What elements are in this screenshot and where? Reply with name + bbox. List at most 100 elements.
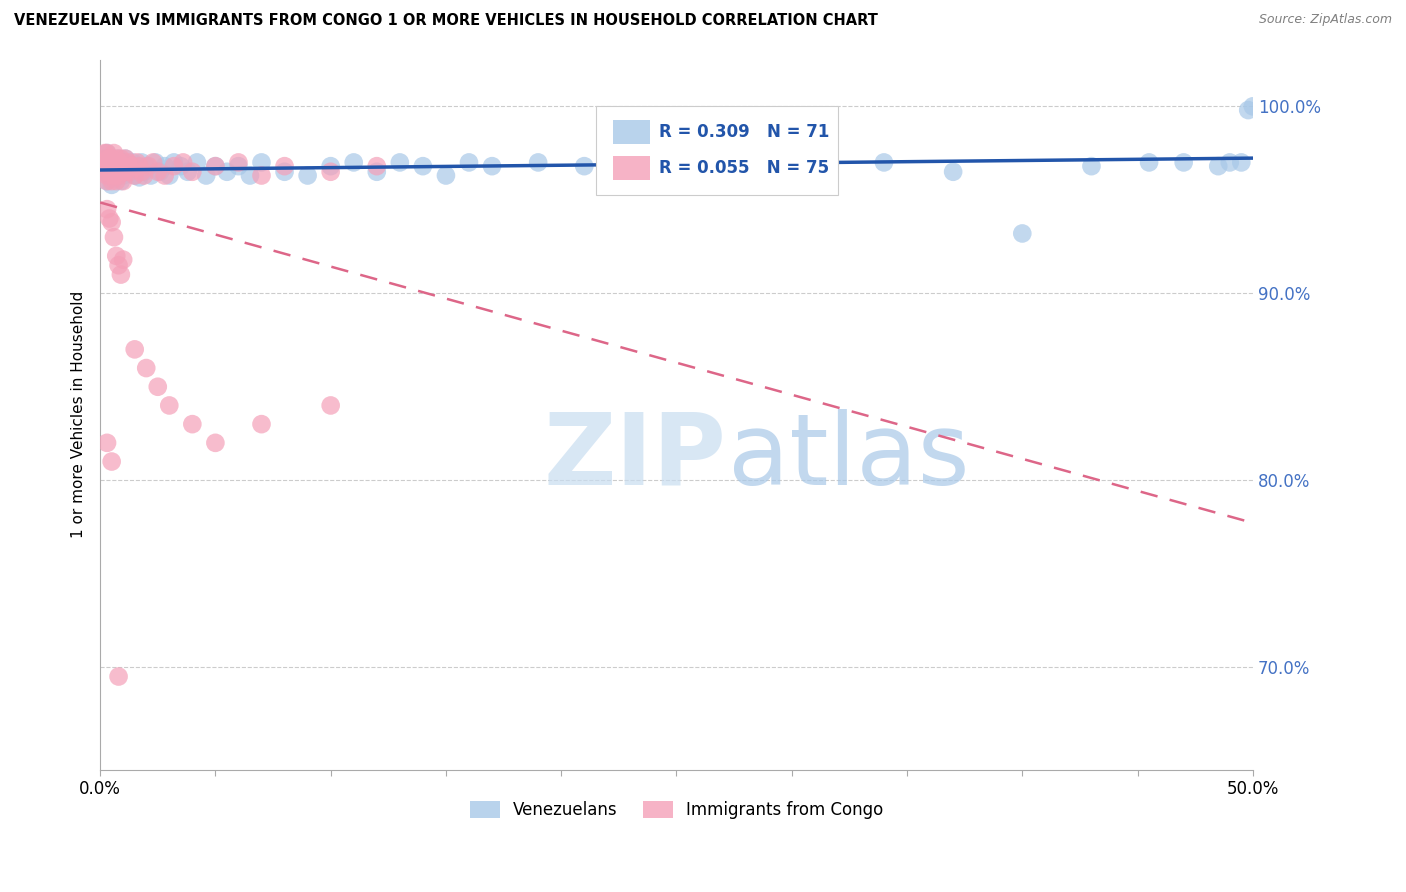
Point: [1011, 227, 1033, 241]
Point: [124, 343, 146, 357]
Point: [112, 252, 135, 267]
Point: [138, 159, 160, 173]
Point: [98, 169, 121, 183]
Point: [103, 169, 125, 183]
Point: [112, 174, 135, 188]
Point: [186, 155, 208, 169]
Point: [250, 417, 273, 432]
Point: [366, 159, 388, 173]
Point: [1219, 155, 1241, 169]
Point: [96, 202, 118, 216]
Point: [204, 435, 226, 450]
Point: [873, 155, 896, 169]
Point: [93, 152, 115, 166]
Point: [412, 159, 434, 173]
Point: [91, 159, 114, 173]
Point: [643, 165, 665, 179]
Point: [105, 249, 128, 263]
Point: [96, 435, 118, 450]
Point: [100, 155, 122, 169]
Point: [98, 152, 121, 166]
Point: [112, 159, 135, 173]
Point: [132, 169, 155, 183]
Point: [103, 230, 125, 244]
Point: [273, 159, 295, 173]
Point: [105, 170, 128, 185]
Point: [1080, 159, 1102, 173]
Point: [114, 165, 136, 179]
Point: [103, 169, 125, 183]
Point: [121, 159, 143, 173]
Point: [153, 169, 176, 183]
Point: [273, 165, 295, 179]
Point: [146, 165, 169, 179]
Point: [366, 165, 388, 179]
Point: [131, 155, 153, 169]
Point: [120, 165, 142, 179]
Point: [204, 159, 226, 173]
Point: [114, 152, 136, 166]
Point: [100, 159, 122, 173]
Point: [319, 399, 342, 413]
Point: [110, 159, 132, 173]
Point: [228, 155, 250, 169]
Point: [91, 159, 114, 173]
Y-axis label: 1 or more Vehicles in Household: 1 or more Vehicles in Household: [72, 291, 86, 539]
Point: [181, 417, 204, 432]
Text: Source: ZipAtlas.com: Source: ZipAtlas.com: [1258, 13, 1392, 27]
Point: [112, 169, 135, 183]
Point: [319, 165, 342, 179]
Point: [195, 169, 218, 183]
Point: [434, 169, 457, 183]
Point: [103, 165, 125, 179]
Point: [96, 174, 118, 188]
Point: [124, 169, 146, 183]
Point: [107, 169, 129, 183]
Point: [105, 159, 128, 173]
Text: atlas: atlas: [728, 409, 970, 506]
Point: [239, 169, 262, 183]
Point: [91, 155, 114, 169]
Point: [131, 165, 153, 179]
Point: [1237, 103, 1260, 117]
Point: [1241, 99, 1264, 113]
Point: [100, 152, 122, 166]
Point: [110, 174, 132, 188]
Point: [163, 159, 186, 173]
Point: [98, 211, 121, 226]
Point: [157, 169, 180, 183]
Point: [125, 159, 148, 173]
Point: [110, 159, 132, 173]
Point: [319, 159, 342, 173]
Point: [1173, 155, 1195, 169]
Point: [107, 165, 129, 179]
Point: [107, 155, 129, 169]
Point: [458, 155, 481, 169]
Point: [103, 146, 125, 161]
Point: [145, 155, 167, 169]
Text: R = 0.309   N = 71: R = 0.309 N = 71: [659, 123, 830, 141]
Point: [96, 155, 118, 169]
Point: [93, 152, 115, 166]
Point: [135, 361, 157, 376]
Point: [105, 159, 128, 173]
Text: ZIP: ZIP: [544, 409, 727, 506]
Point: [98, 153, 121, 168]
Point: [343, 155, 366, 169]
Point: [139, 169, 162, 183]
Point: [135, 159, 157, 173]
Point: [117, 155, 139, 169]
Point: [96, 146, 118, 161]
Point: [98, 165, 121, 179]
FancyBboxPatch shape: [596, 106, 838, 194]
Point: [96, 159, 118, 173]
Point: [142, 155, 165, 169]
Point: [128, 159, 150, 173]
Point: [177, 165, 200, 179]
FancyBboxPatch shape: [613, 155, 650, 179]
Point: [107, 165, 129, 179]
Point: [114, 165, 136, 179]
Point: [112, 155, 135, 169]
Point: [117, 159, 139, 173]
Text: R = 0.055   N = 75: R = 0.055 N = 75: [659, 159, 830, 177]
